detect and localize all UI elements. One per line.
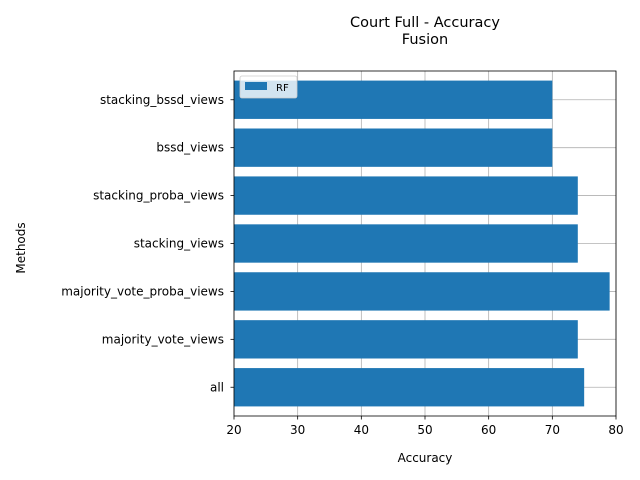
x-tick-label: 20: [226, 423, 241, 437]
x-tick-label: 50: [417, 423, 432, 437]
y-tick-label: majority_vote_views: [102, 332, 224, 346]
legend-swatch-rf: [245, 82, 267, 90]
y-tick-label: stacking_bssd_views: [100, 93, 224, 107]
bars: [234, 80, 610, 407]
chart-title-line2: Fusion: [402, 32, 448, 48]
x-axis-ticks: 20 30 40 50 60 70 80: [226, 416, 624, 437]
legend-box: [239, 75, 298, 99]
y-axis-label: Methods: [14, 222, 28, 273]
bar-stacking-views: [234, 224, 578, 263]
y-axis-ticks: all majority_vote_views majority_vote_prob…: [61, 93, 234, 394]
y-tick-label: bssd_views: [156, 141, 224, 155]
legend: RF: [239, 75, 298, 99]
x-tick-label: 80: [608, 423, 623, 437]
bar-majority-vote-views: [234, 320, 578, 359]
bar-majority-vote-proba-views: [234, 272, 610, 311]
y-tick-label: stacking_views: [134, 237, 224, 251]
x-tick-label: 70: [545, 423, 560, 437]
x-tick-label: 40: [354, 423, 369, 437]
x-axis-label: Accuracy: [398, 451, 453, 465]
chart-title-line1: Court Full - Accuracy: [350, 15, 500, 31]
plot-frame: [233, 70, 617, 417]
y-tick-label: all: [210, 380, 224, 394]
y-tick-label: majority_vote_proba_views: [61, 284, 224, 298]
x-tick-label: 30: [290, 423, 305, 437]
legend-label-rf: RF: [276, 83, 289, 94]
y-tick-label: stacking_proba_views: [93, 189, 224, 203]
bar-all: [234, 368, 585, 407]
bar-bssd-views: [234, 128, 553, 167]
bar-stacking-proba-views: [234, 176, 578, 215]
x-tick-label: 60: [481, 423, 496, 437]
